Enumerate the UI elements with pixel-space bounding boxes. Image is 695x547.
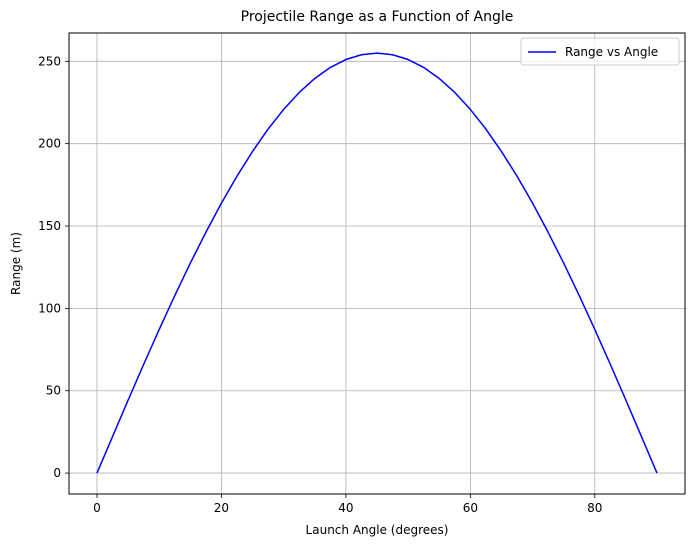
legend: Range vs Angle: [520, 37, 680, 66]
y-tick-label: 50: [46, 384, 61, 398]
y-tick-label: 100: [38, 301, 61, 315]
x-axis-label: Launch Angle (degrees): [306, 523, 449, 537]
x-tick-label: 60: [463, 501, 478, 515]
ticks: 0 20 40 60 80 0 50 100 150 200 250: [38, 54, 602, 515]
x-tick-label: 20: [214, 501, 229, 515]
x-tick-label: 40: [338, 501, 353, 515]
y-tick-label: 250: [38, 54, 61, 68]
y-tick-label: 0: [53, 466, 61, 480]
y-tick-label: 200: [38, 137, 61, 151]
y-tick-label: 150: [38, 219, 61, 233]
x-tick-label: 0: [93, 501, 101, 515]
series-line: [96, 52, 658, 474]
legend-label: Range vs Angle: [565, 45, 658, 59]
legend-box: [520, 37, 680, 66]
chart-title: Projectile Range as a Function of Angle: [241, 9, 514, 25]
y-axis-label: Range (m): [9, 232, 23, 295]
x-tick-label: 80: [587, 501, 602, 515]
plot-frame: [68, 32, 686, 495]
series-layer: [96, 52, 658, 474]
grid: [69, 33, 685, 494]
